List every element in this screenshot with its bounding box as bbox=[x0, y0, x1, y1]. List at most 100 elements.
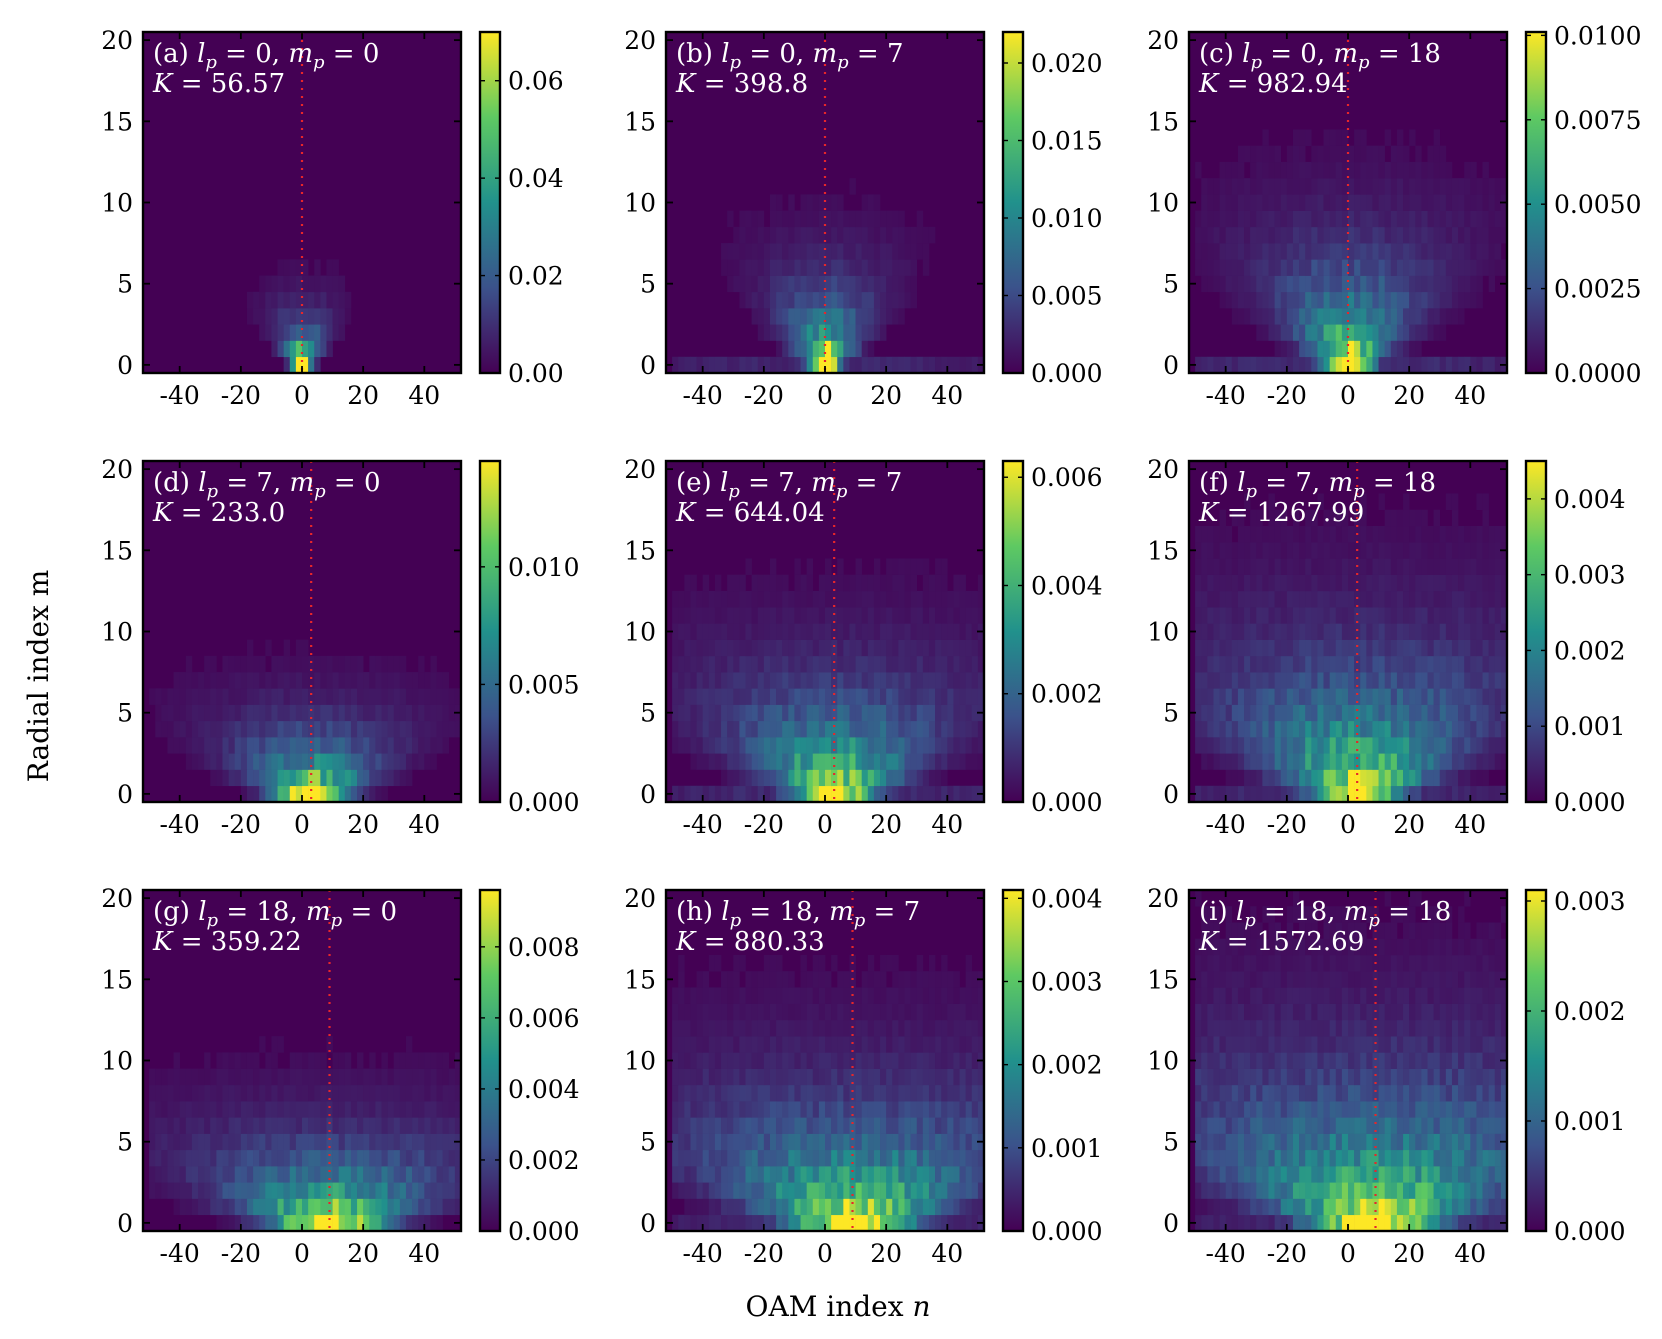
heatmap-cell bbox=[1476, 1214, 1483, 1232]
heatmap-cell bbox=[916, 704, 924, 722]
heatmap-cell bbox=[776, 1019, 783, 1037]
heatmap-cell bbox=[959, 1198, 966, 1216]
heatmap-cell bbox=[965, 1019, 973, 1037]
heatmap-cell bbox=[831, 1133, 838, 1151]
heatmap-cell bbox=[295, 1182, 303, 1199]
heatmap-cell bbox=[1280, 769, 1288, 787]
heatmap-cell bbox=[837, 737, 844, 754]
heatmap-cell bbox=[1299, 590, 1306, 608]
heatmap-cell bbox=[1378, 655, 1385, 673]
heatmap-cell bbox=[283, 672, 291, 689]
heatmap-cell bbox=[941, 607, 948, 624]
heatmap-cell bbox=[1244, 1214, 1251, 1232]
lp-value: = 0, bbox=[1262, 39, 1333, 69]
colorbar-tick-label: 0.06 bbox=[508, 67, 564, 96]
heatmap-cell bbox=[751, 1019, 759, 1037]
y-tick-label: 15 bbox=[624, 536, 656, 565]
heatmap-cell bbox=[1451, 655, 1459, 673]
heatmap-cell bbox=[867, 356, 875, 374]
heatmap-cell bbox=[1427, 753, 1434, 770]
heatmap-cell bbox=[1451, 720, 1459, 738]
heatmap-cell bbox=[825, 1117, 832, 1134]
heatmap-cell bbox=[812, 259, 820, 276]
heatmap-cell bbox=[344, 1052, 352, 1069]
heatmap-cell bbox=[727, 1019, 734, 1037]
heatmap-cell bbox=[246, 785, 254, 803]
heatmap-cell bbox=[179, 1198, 187, 1216]
heatmap-cell bbox=[387, 1149, 395, 1167]
heatmap-cell bbox=[399, 769, 407, 787]
heatmap-cell bbox=[843, 987, 850, 1004]
heatmap-cell bbox=[782, 720, 789, 738]
heatmap-cell bbox=[149, 1149, 156, 1167]
heatmap-cell bbox=[320, 720, 327, 738]
heatmap-cell bbox=[1354, 769, 1361, 787]
heatmap-cell bbox=[1250, 558, 1257, 575]
heatmap-cell bbox=[357, 1214, 364, 1232]
heatmap-cell bbox=[825, 1133, 832, 1151]
heatmap-cell bbox=[198, 1198, 205, 1216]
heatmap-cell bbox=[684, 1166, 691, 1183]
heatmap-cell bbox=[873, 769, 881, 787]
heatmap-cell bbox=[702, 1068, 710, 1086]
heatmap-cell bbox=[1348, 291, 1355, 309]
heatmap-cell bbox=[338, 1068, 346, 1086]
heatmap-cell bbox=[769, 954, 777, 972]
heatmap-cell bbox=[928, 1214, 936, 1232]
heatmap-cell bbox=[672, 1117, 679, 1134]
heatmap-cell bbox=[1415, 607, 1422, 624]
heatmap-cell bbox=[977, 655, 985, 673]
heatmap-cell bbox=[1390, 785, 1398, 803]
heatmap-cell bbox=[769, 1084, 777, 1102]
heatmap-cell bbox=[448, 1166, 456, 1183]
heatmap-cell bbox=[831, 210, 838, 228]
colorbar-frame bbox=[478, 30, 502, 375]
heatmap-cell bbox=[886, 607, 893, 624]
heatmap-cell bbox=[1317, 672, 1324, 689]
heatmap-cell bbox=[708, 639, 716, 657]
heatmap-cell bbox=[149, 1101, 156, 1118]
heatmap-cell bbox=[1433, 509, 1441, 527]
heatmap-cell bbox=[1299, 1182, 1306, 1199]
heatmap-cell bbox=[849, 1133, 856, 1151]
heatmap-cell bbox=[240, 1052, 248, 1069]
heatmap-cell bbox=[763, 607, 771, 624]
heatmap-cell bbox=[1268, 259, 1275, 276]
heatmap-cell bbox=[1305, 623, 1312, 640]
heatmap-cell bbox=[953, 1133, 960, 1151]
heatmap-cell bbox=[812, 1019, 820, 1037]
heatmap-cell bbox=[965, 688, 973, 705]
heatmap-cell bbox=[965, 1003, 973, 1021]
heatmap-cell bbox=[922, 574, 930, 592]
heatmap-cell bbox=[849, 720, 856, 738]
heatmap-cell bbox=[751, 308, 759, 325]
heatmap-cell bbox=[350, 769, 358, 787]
heatmap-cell bbox=[880, 324, 887, 341]
heatmap-cell bbox=[1195, 639, 1202, 657]
heatmap-cell bbox=[1482, 243, 1489, 260]
heatmap-cell bbox=[886, 704, 893, 722]
heatmap-cell bbox=[1372, 753, 1379, 770]
heatmap-cell bbox=[721, 1019, 728, 1037]
heatmap-cell bbox=[1409, 275, 1416, 293]
heatmap-cell bbox=[332, 308, 339, 325]
heatmap-cell bbox=[320, 1182, 327, 1199]
heatmap-cell bbox=[326, 324, 333, 341]
heatmap-cell bbox=[1329, 542, 1337, 559]
heatmap-cell bbox=[690, 1214, 697, 1232]
heatmap-cell bbox=[1360, 226, 1367, 244]
heatmap-cell bbox=[216, 1214, 223, 1232]
heatmap-cell bbox=[880, 971, 887, 988]
heatmap-cell bbox=[769, 1068, 777, 1086]
heatmap-cell bbox=[1237, 558, 1245, 575]
heatmap-cell bbox=[861, 785, 869, 803]
heatmap-cell bbox=[708, 753, 716, 770]
heatmap-cell bbox=[867, 1117, 875, 1134]
mp-subscript: p bbox=[1358, 52, 1370, 73]
heatmap-cell bbox=[757, 1068, 765, 1086]
heatmap-cell bbox=[1201, 623, 1208, 640]
heatmap-cell bbox=[763, 1036, 771, 1053]
heatmap-cell bbox=[1488, 574, 1496, 592]
heatmap-cell bbox=[690, 720, 697, 738]
heatmap-cell bbox=[849, 210, 856, 228]
